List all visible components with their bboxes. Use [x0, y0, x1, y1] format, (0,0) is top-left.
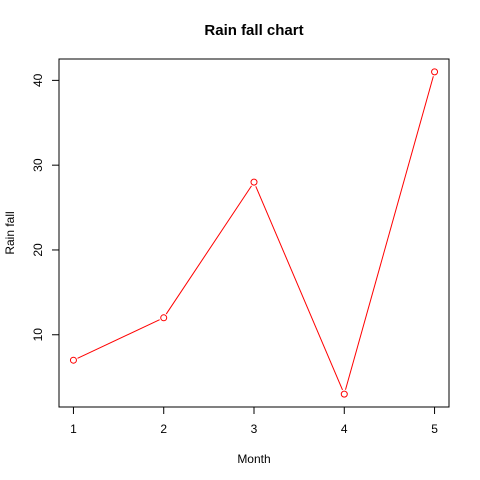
data-point: [431, 68, 439, 76]
x-tick-label: 3: [251, 422, 258, 436]
x-tick-label: 5: [431, 422, 438, 436]
y-tick-label: 40: [31, 73, 45, 87]
y-tick-label: 30: [31, 158, 45, 172]
y-axis-label: Rain fall: [3, 211, 17, 254]
x-tick-label: 4: [341, 422, 348, 436]
chart-title: Rain fall chart: [204, 22, 303, 39]
data-point: [340, 390, 348, 398]
series-line-segment: [255, 186, 343, 391]
series-line-segment: [165, 185, 252, 315]
x-axis: 1 2 3 4 5: [70, 406, 438, 436]
data-point: [69, 356, 77, 364]
series-line-segment: [345, 76, 434, 390]
series-layer: [69, 68, 439, 398]
y-tick-label: 20: [31, 243, 45, 257]
y-tick-label: 10: [31, 328, 45, 342]
x-axis-label: Month: [237, 452, 270, 466]
y-axis: 10 20 30 40: [31, 73, 60, 342]
data-point: [160, 314, 168, 322]
x-tick-label: 2: [160, 422, 167, 436]
series-line-segment: [77, 319, 160, 359]
data-point: [250, 178, 258, 186]
x-tick-label: 1: [70, 422, 77, 436]
